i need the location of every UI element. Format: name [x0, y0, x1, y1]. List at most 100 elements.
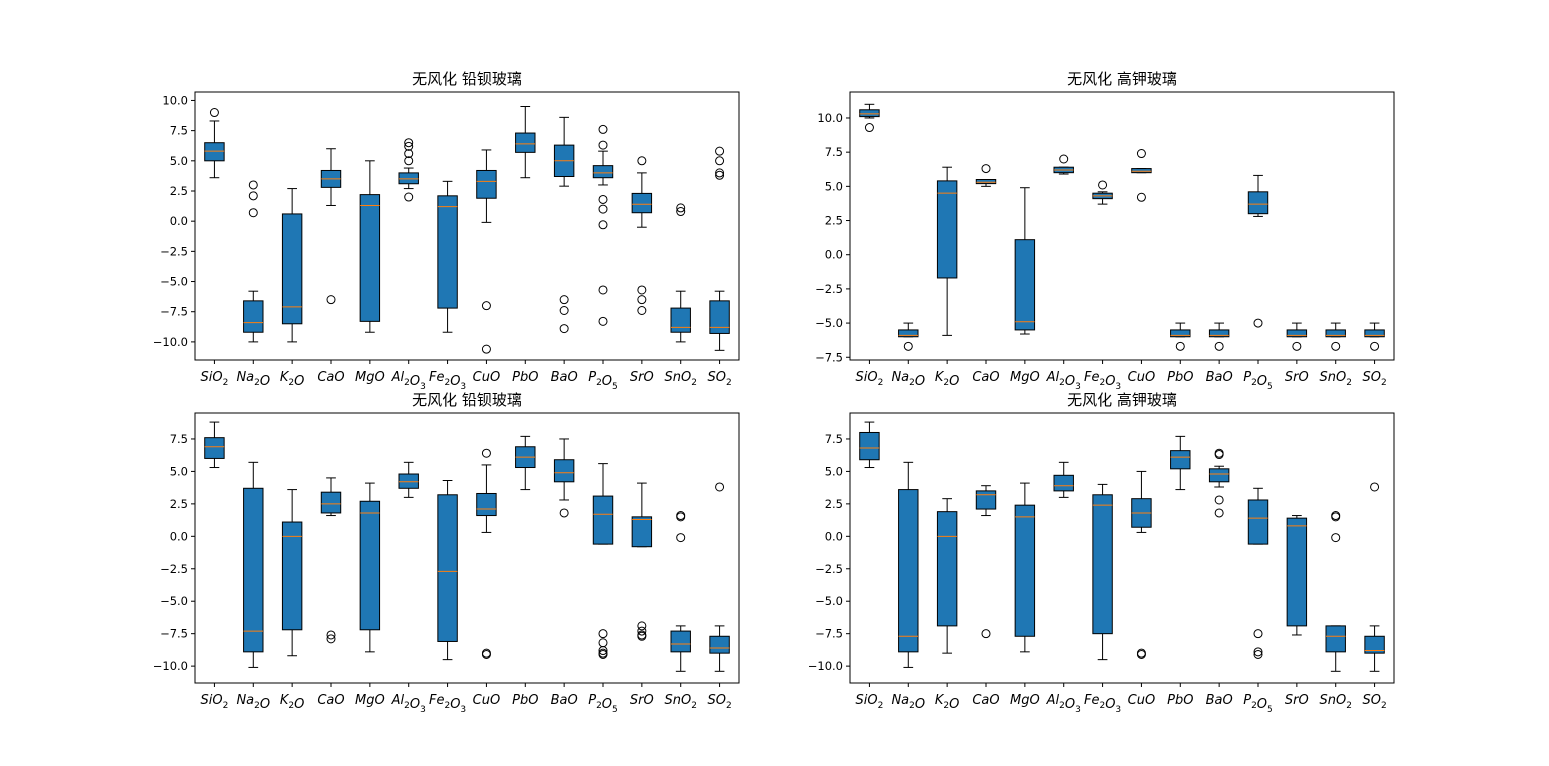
box-body [936, 180, 958, 279]
box-body [1247, 191, 1269, 215]
y-tick-label: −5.0 [160, 594, 188, 608]
box-body [1325, 329, 1346, 338]
box-body [936, 511, 958, 627]
box-body [1053, 474, 1074, 492]
outlier-point [481, 649, 491, 659]
box-body [975, 179, 997, 185]
box-P2O5 [1247, 487, 1269, 659]
box-body [1131, 168, 1152, 174]
x-tick-label: SrO [1285, 693, 1309, 708]
outlier-point [637, 295, 647, 305]
x-tick-label: Na2O [236, 370, 270, 389]
box-P2O5 [1247, 174, 1269, 328]
x-tick-label: SrO [630, 693, 654, 708]
outlier-point [248, 208, 258, 218]
box-body [631, 516, 653, 548]
x-tick-label: Al2O3 [391, 693, 426, 715]
outlier-point [981, 164, 991, 174]
box-K2O [281, 188, 303, 343]
x-tick-label: Fe2O3 [1084, 370, 1121, 392]
box-BaO [553, 116, 575, 334]
y-tick-label: 2.5 [825, 497, 843, 511]
outlier-point [598, 204, 608, 214]
box-body [437, 195, 458, 309]
outlier-point [637, 156, 647, 166]
x-tick-label: P2O5 [588, 370, 618, 392]
box-body [476, 492, 497, 517]
box-CuO [476, 149, 497, 354]
outlier-point [598, 638, 608, 648]
subplot-2: 无风化 高钾玻璃 10.0 7.5 5.0 2.5 0.0 −2.5 −5.0 −7.5 SiO2… [815, 70, 1395, 392]
box-SiO2 [859, 103, 880, 133]
box-body [320, 491, 342, 514]
box-CuO [1131, 470, 1152, 659]
outlier-point [676, 533, 686, 543]
outlier-point [981, 629, 991, 639]
box-Fe2O3 [1092, 483, 1113, 661]
x-tick-label: BaO [551, 693, 578, 708]
box-body [709, 300, 730, 334]
box-body [670, 630, 691, 653]
box-Na2O [243, 461, 264, 668]
outlier-point [715, 482, 725, 492]
outlier-point [1331, 533, 1341, 543]
box-body [1170, 329, 1191, 338]
x-tick-label: CuO [473, 370, 501, 385]
outlier-point [1098, 180, 1108, 190]
x-tick-label: P2O5 [1243, 693, 1273, 715]
outlier-point [404, 141, 414, 151]
outlier-point [676, 512, 686, 522]
x-tick-label: SO2 [1362, 693, 1386, 711]
box-SO2 [1364, 322, 1385, 351]
box-body [592, 165, 614, 179]
outlier-point [598, 140, 608, 150]
box-CaO [320, 477, 342, 644]
outlier-point [404, 149, 414, 159]
box-body [859, 431, 880, 461]
outlier-point [404, 138, 414, 148]
x-tick-label: MgO [1010, 693, 1040, 708]
box-Al2O3 [398, 461, 419, 498]
outlier-point [1370, 341, 1380, 351]
outlier-point [1370, 482, 1380, 492]
subplot-3: 无风化 铅钡玻璃 7.5 5.0 2.5 0.0 −2.5 −5.0 −7.5 −10.0 SiO… [153, 391, 740, 715]
box-SO2 [1364, 482, 1385, 672]
outlier-point [1253, 649, 1263, 659]
outlier-point [481, 301, 491, 311]
subplot-title: 无风化 铅钡玻璃 [412, 70, 522, 88]
box-body [204, 142, 225, 162]
axes-frame [194, 412, 740, 684]
outlier-point [637, 631, 647, 641]
x-tick-label: CaO [317, 370, 344, 385]
x-tick-label: Al2O3 [1046, 370, 1081, 392]
x-tick-label: SO2 [1362, 370, 1386, 388]
outlier-point [1214, 495, 1224, 505]
outlier-point [1214, 448, 1224, 458]
box-P2O5 [592, 463, 614, 659]
x-tick-label: Na2O [236, 693, 270, 712]
y-tick-label: 10.0 [817, 111, 843, 125]
axes-frame [849, 412, 1395, 684]
outlier-point [637, 306, 647, 316]
box-body [1325, 625, 1346, 653]
x-tick-label: SiO2 [201, 370, 229, 388]
box-body [898, 329, 919, 338]
outlier-point [1292, 341, 1302, 351]
x-tick-label: K2O [280, 370, 305, 389]
box-body [1092, 494, 1113, 635]
box-body [281, 521, 303, 631]
box-MgO [1014, 187, 1036, 335]
x-tick-label: CaO [972, 693, 999, 708]
box-Al2O3 [1053, 154, 1074, 175]
box-body [1364, 635, 1385, 654]
outlier-point [676, 203, 686, 213]
box-SiO2 [859, 421, 880, 469]
box-P2O5 [592, 124, 614, 326]
box-SnO2 [670, 511, 691, 672]
x-tick-label: Fe2O3 [1084, 693, 1121, 715]
x-tick-label: PbO [512, 693, 538, 708]
box-SnO2 [1325, 322, 1346, 351]
box-SiO2 [204, 108, 225, 179]
y-tick-label: −5.0 [815, 594, 843, 608]
box-body [859, 109, 880, 118]
